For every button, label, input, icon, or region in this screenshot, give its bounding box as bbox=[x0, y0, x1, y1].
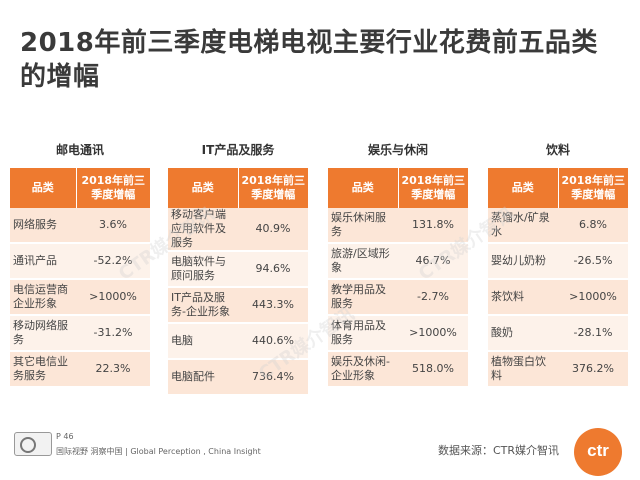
category-table: 品类 2018年前三季度增幅 网络服务 3.6% 通讯产品 -52.2% 电信运营商… bbox=[10, 168, 150, 388]
category-name: 茶饮料 bbox=[488, 279, 558, 316]
table-row: 电信运营商企业形象 >1000% bbox=[10, 279, 150, 316]
column-header-growth: 2018年前三季度增幅 bbox=[238, 168, 308, 208]
table-row: 电脑配件 736.4% bbox=[168, 359, 308, 396]
category-name: 植物蛋白饮料 bbox=[488, 351, 558, 388]
growth-value: >1000% bbox=[76, 279, 150, 316]
column-header-category: 品类 bbox=[168, 168, 239, 208]
table-row: 旅游/区域形象 46.7% bbox=[328, 243, 468, 280]
footer-tagline: 国际视野 洞察中国 | Global Perception , China In… bbox=[56, 447, 261, 456]
column-header-growth: 2018年前三季度增幅 bbox=[398, 168, 468, 208]
category-name: 娱乐休闲服务 bbox=[328, 208, 398, 244]
table-row: 网络服务 3.6% bbox=[10, 208, 150, 244]
category-name: 体育用品及服务 bbox=[328, 315, 398, 352]
growth-value: 440.6% bbox=[238, 323, 308, 360]
industry-panel-telecom: 邮电通讯 品类 2018年前三季度增幅 网络服务 3.6% 通讯产品 -52.2% … bbox=[10, 142, 150, 388]
growth-value: 3.6% bbox=[76, 208, 150, 244]
category-name: 蒸馏水/矿泉水 bbox=[488, 208, 558, 244]
growth-value: -2.7% bbox=[398, 279, 468, 316]
category-name: 通讯产品 bbox=[10, 243, 76, 280]
column-header-category: 品类 bbox=[328, 168, 399, 208]
page-number: P 46 bbox=[56, 432, 74, 441]
industry-label: 娱乐与休闲 bbox=[367, 143, 428, 157]
column-header-category: 品类 bbox=[10, 168, 77, 208]
industry-label: 饮料 bbox=[545, 143, 570, 157]
category-name: IT产品及服务-企业形象 bbox=[168, 287, 238, 324]
growth-value: 40.9% bbox=[238, 208, 308, 252]
category-name: 电脑配件 bbox=[168, 359, 238, 396]
category-name: 旅游/区域形象 bbox=[328, 243, 398, 280]
category-name: 其它电信业务服务 bbox=[10, 351, 76, 388]
growth-value: -31.2% bbox=[76, 315, 150, 352]
table-row: 娱乐休闲服务 131.8% bbox=[328, 208, 468, 244]
table-row: 电脑软件与顾问服务 94.6% bbox=[168, 251, 308, 288]
growth-value: 22.3% bbox=[76, 351, 150, 388]
growth-value: -28.1% bbox=[558, 315, 628, 352]
table-row: 通讯产品 -52.2% bbox=[10, 243, 150, 280]
table-row: 移动网络服务 -31.2% bbox=[10, 315, 150, 352]
growth-value: 376.2% bbox=[558, 351, 628, 388]
industry-panel-it: IT产品及服务 品类 2018年前三季度增幅 移动客户端应用软件及服务 40.9%… bbox=[168, 142, 308, 396]
category-name: 酸奶 bbox=[488, 315, 558, 352]
table-row: 酸奶 -28.1% bbox=[488, 315, 628, 352]
growth-value: 46.7% bbox=[398, 243, 468, 280]
growth-value: 131.8% bbox=[398, 208, 468, 244]
growth-value: 94.6% bbox=[238, 251, 308, 288]
table-row: 电脑 440.6% bbox=[168, 323, 308, 360]
slide-title: 2018年前三季度电梯电视主要行业花费前五品类的增幅 bbox=[20, 28, 598, 92]
category-name: 移动网络服务 bbox=[10, 315, 76, 352]
certification-logo-icon bbox=[14, 432, 52, 456]
category-name: 电信运营商企业形象 bbox=[10, 279, 76, 316]
table-row: 其它电信业务服务 22.3% bbox=[10, 351, 150, 388]
table-row: 植物蛋白饮料 376.2% bbox=[488, 351, 628, 388]
growth-value: 6.8% bbox=[558, 208, 628, 244]
data-source: 数据来源：CTR媒介智讯 bbox=[438, 444, 560, 457]
industry-label: IT产品及服务 bbox=[201, 143, 275, 157]
table-row: 婴幼儿奶粉 -26.5% bbox=[488, 243, 628, 280]
category-name: 娱乐及休闲-企业形象 bbox=[328, 351, 398, 388]
category-name: 移动客户端应用软件及服务 bbox=[168, 208, 238, 252]
category-name: 电脑软件与顾问服务 bbox=[168, 251, 238, 288]
growth-value: 736.4% bbox=[238, 359, 308, 396]
category-name: 婴幼儿奶粉 bbox=[488, 243, 558, 280]
growth-value: 518.0% bbox=[398, 351, 468, 388]
table-row: 蒸馏水/矿泉水 6.8% bbox=[488, 208, 628, 244]
industry-panel-entertainment: 娱乐与休闲 品类 2018年前三季度增幅 娱乐休闲服务 131.8% 旅游/区域形… bbox=[328, 142, 468, 388]
category-name: 电脑 bbox=[168, 323, 238, 360]
column-header-growth: 2018年前三季度增幅 bbox=[558, 168, 628, 208]
industry-panel-beverage: 饮料 品类 2018年前三季度增幅 蒸馏水/矿泉水 6.8% 婴幼儿奶粉 -26.5… bbox=[488, 142, 628, 388]
category-table: 品类 2018年前三季度增幅 娱乐休闲服务 131.8% 旅游/区域形象 46.7%… bbox=[328, 168, 468, 388]
growth-value: >1000% bbox=[558, 279, 628, 316]
table-row: 娱乐及休闲-企业形象 518.0% bbox=[328, 351, 468, 388]
table-row: IT产品及服务-企业形象 443.3% bbox=[168, 287, 308, 324]
column-header-category: 品类 bbox=[488, 168, 559, 208]
table-row: 移动客户端应用软件及服务 40.9% bbox=[168, 208, 308, 252]
ctr-logo: ctr bbox=[574, 428, 622, 476]
growth-value: -26.5% bbox=[558, 243, 628, 280]
column-header-growth: 2018年前三季度增幅 bbox=[76, 168, 150, 208]
growth-value: 443.3% bbox=[238, 287, 308, 324]
industry-label: 邮电通讯 bbox=[55, 143, 104, 157]
growth-value: >1000% bbox=[398, 315, 468, 352]
growth-value: -52.2% bbox=[76, 243, 150, 280]
category-table: 品类 2018年前三季度增幅 蒸馏水/矿泉水 6.8% 婴幼儿奶粉 -26.5% 茶… bbox=[488, 168, 628, 388]
table-row: 教学用品及服务 -2.7% bbox=[328, 279, 468, 316]
table-row: 体育用品及服务 >1000% bbox=[328, 315, 468, 352]
table-row: 茶饮料 >1000% bbox=[488, 279, 628, 316]
category-name: 网络服务 bbox=[10, 208, 76, 244]
category-table: 品类 2018年前三季度增幅 移动客户端应用软件及服务 40.9% 电脑软件与顾问… bbox=[168, 168, 308, 396]
category-name: 教学用品及服务 bbox=[328, 279, 398, 316]
